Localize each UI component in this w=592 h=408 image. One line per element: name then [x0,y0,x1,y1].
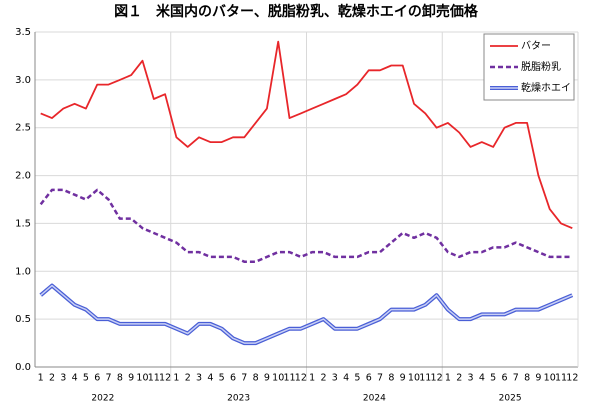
x-tick-label: 6 [230,373,236,384]
x-tick-label: 11 [419,373,431,384]
x-tick-label: 8 [524,373,530,384]
series-line [39,188,573,263]
x-tick-label: 3 [196,373,202,384]
x-tick-label: 4 [207,373,213,384]
x-tick-label: 10 [408,373,420,384]
x-tick-label: 11 [555,373,567,384]
x-tick-label: 8 [253,373,259,384]
x-tick-label: 7 [106,373,112,384]
x-tick-label: 9 [535,373,541,384]
y-tick-label: 0.0 [15,362,31,373]
x-tick-label: 3 [60,373,66,384]
year-label: 2024 [363,394,386,404]
x-tick-label: 7 [377,373,383,384]
x-tick-label: 5 [490,373,496,384]
x-tick-label: 6 [366,373,372,384]
y-tick-label: 1.5 [15,218,31,229]
x-tick-label: 9 [264,373,270,384]
x-tick-label: 8 [388,373,394,384]
x-tick-label: 5 [219,373,225,384]
x-tick-label: 1 [445,373,451,384]
x-tick-label: 2 [456,373,462,384]
y-tick-label: 2.5 [15,123,31,134]
x-tick-label: 4 [343,373,349,384]
x-tick-label: 2 [49,373,55,384]
series-line [40,40,573,230]
x-tick-label: 12 [295,373,307,384]
x-tick-label: 3 [332,373,338,384]
y-tick-label: 3.5 [15,27,31,38]
x-tick-label: 2 [185,373,191,384]
y-tick-label: 3.0 [15,75,31,86]
y-tick-label: 0.5 [15,314,31,325]
y-tick-label: 1.0 [15,266,31,277]
x-tick-label: 2 [320,373,326,384]
legend-label: 脱脂粉乳 [521,60,561,73]
x-tick-label: 8 [117,373,123,384]
x-tick-label: 11 [283,373,295,384]
x-tick-label: 10 [272,373,284,384]
x-tick-label: 4 [479,373,485,384]
x-tick-label: 10 [136,373,148,384]
year-label: 2025 [499,394,522,404]
y-tick-label: 2.0 [15,171,31,182]
year-label: 2023 [227,394,250,404]
x-tick-label: 5 [83,373,89,384]
x-tick-label: 12 [159,373,171,384]
legend-label: バター [521,40,551,52]
x-tick-label: 3 [468,373,474,384]
x-tick-label: 1 [173,373,179,384]
x-tick-label: 1 [309,373,315,384]
x-tick-label: 4 [72,373,78,384]
x-tick-label: 1 [38,373,44,384]
legend-label: 乾燥ホエイ [521,81,571,94]
x-tick-label: 9 [128,373,134,384]
chart-title: 図１ 米国内のバター、脱脂粉乳、乾燥ホエイの卸売価格 [114,3,479,20]
x-tick-label: 9 [400,373,406,384]
x-tick-label: 7 [241,373,247,384]
x-tick-label: 11 [148,373,160,384]
x-tick-label: 6 [501,373,507,384]
x-tick-label: 12 [431,373,443,384]
x-tick-label: 7 [513,373,519,384]
x-tick-label: 10 [544,373,556,384]
x-tick-label: 6 [94,373,100,384]
x-tick-label: 5 [354,373,360,384]
series-line-inner [40,284,573,344]
year-label: 2022 [91,394,114,404]
x-tick-label: 12 [566,373,578,384]
